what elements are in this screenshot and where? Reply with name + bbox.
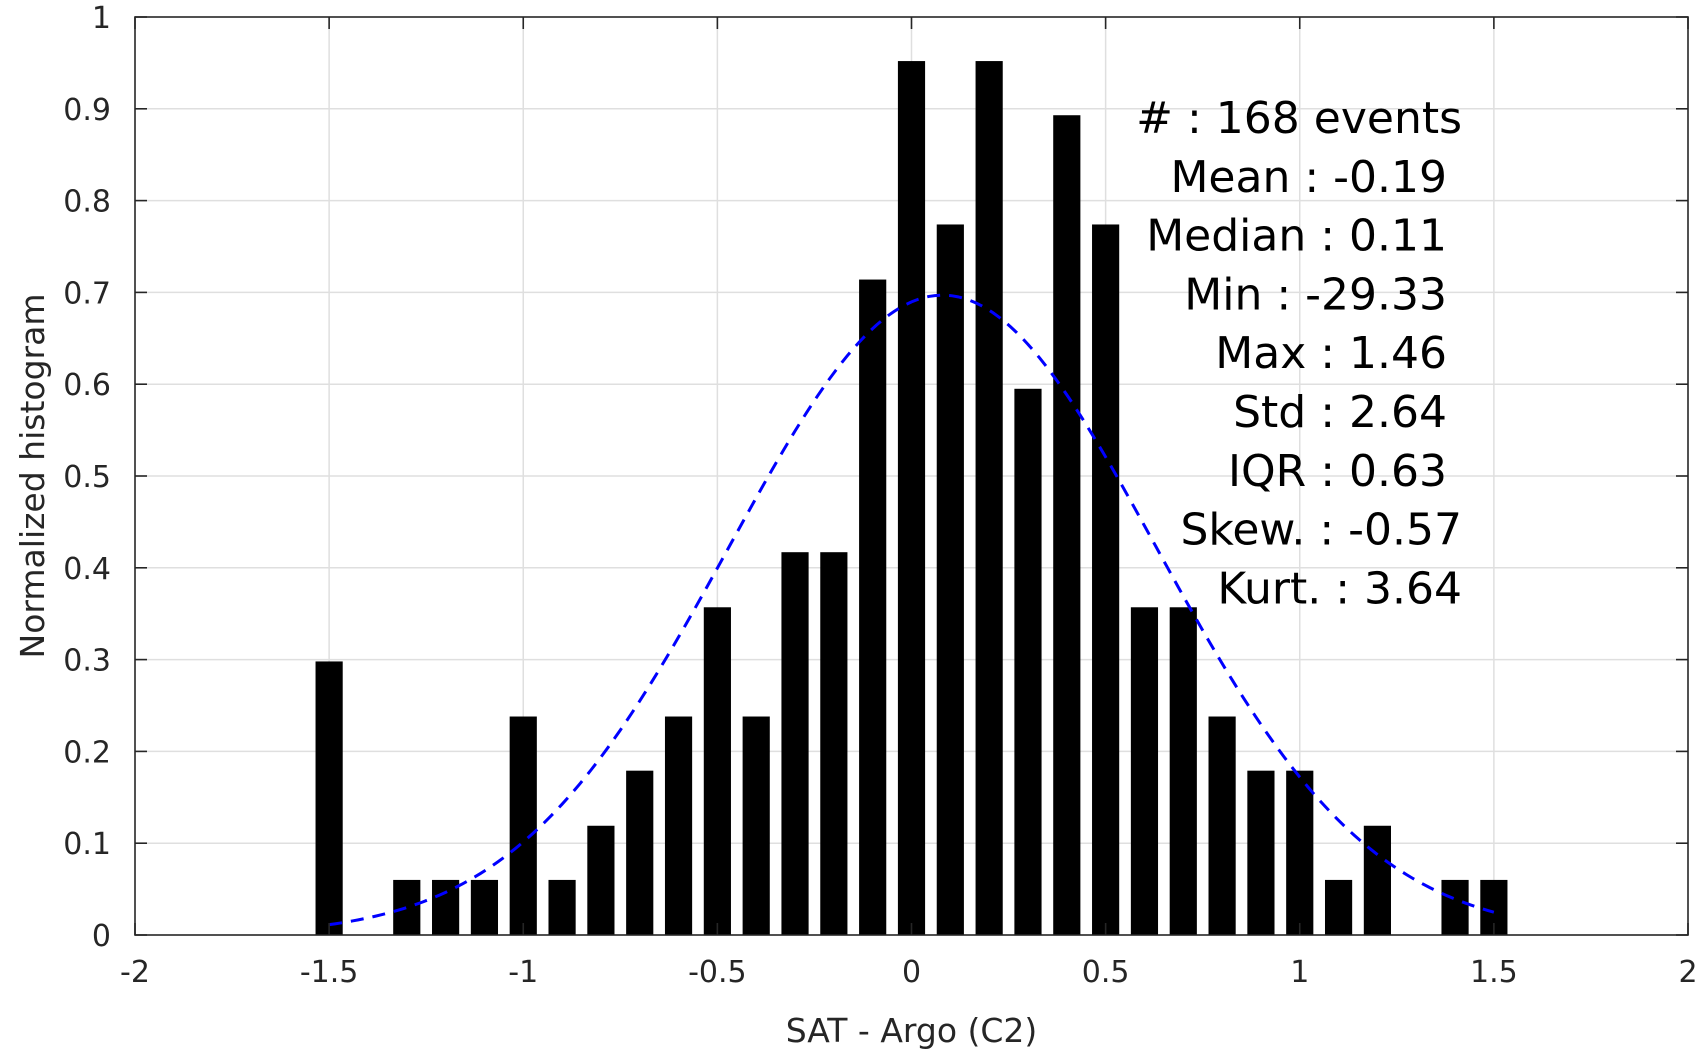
y-tick-label: 0.6 — [63, 368, 111, 403]
histogram-bar — [626, 770, 654, 935]
stat-line: Max : 1.46 — [1215, 328, 1447, 379]
x-tick-label: -1 — [508, 955, 538, 990]
fit-curve-group — [328, 293, 1495, 927]
histogram-bar — [936, 224, 964, 935]
histogram-bar — [897, 61, 926, 935]
y-tick-label: 0.4 — [63, 552, 111, 587]
histogram-bar — [548, 879, 576, 935]
stat-line: Std : 2.64 — [1233, 387, 1447, 438]
histogram-bar — [1324, 879, 1353, 935]
histogram-bar — [859, 279, 887, 936]
histogram-bar — [1441, 879, 1469, 935]
stat-line: IQR : 0.63 — [1228, 446, 1447, 497]
stat-line: Skew. : -0.57 — [1181, 505, 1463, 556]
histogram-bar — [1208, 716, 1236, 935]
histogram-bar — [820, 552, 848, 935]
histogram-bar — [1092, 224, 1120, 935]
histogram-bar — [781, 552, 809, 935]
y-tick-label: 0.7 — [63, 276, 111, 311]
histogram-bar — [393, 879, 421, 935]
tick-labels: -2 -1.5 -1 -0.5 0 0.5 1 1.5 2 0 0.1 0.2 0.3 0.4 0.5 0.6… — [63, 1, 1697, 990]
histogram-bars — [315, 61, 1508, 936]
normal-fit-curve — [328, 293, 1495, 927]
x-tick-label: 1 — [1290, 955, 1309, 990]
histogram-bar — [703, 607, 731, 935]
statistics-annotation: # : 168 events Mean : -0.19 Median : 0.11 M… — [1136, 93, 1462, 614]
x-axis-label: SAT - Argo (C2) — [786, 1011, 1038, 1050]
stat-line: Median : 0.11 — [1146, 211, 1447, 262]
y-tick-label: 0.2 — [63, 735, 111, 770]
histogram-bar — [1130, 607, 1159, 935]
y-tick-label: 1 — [92, 1, 111, 36]
histogram-bar — [1286, 770, 1314, 935]
histogram-bar — [315, 661, 343, 935]
histogram-bar — [664, 716, 693, 935]
y-tick-label: 0.5 — [63, 460, 111, 495]
histogram-bar — [1363, 825, 1391, 935]
histogram-bar — [742, 716, 770, 935]
axes — [134, 16, 1689, 936]
x-tick-label: -1.5 — [300, 955, 359, 990]
histogram-bar — [587, 825, 615, 935]
histogram-bar — [509, 716, 537, 935]
histogram-bar — [1053, 115, 1081, 935]
x-tick-label: 0 — [902, 955, 921, 990]
y-axis-label: Normalized histogram — [13, 294, 52, 659]
x-tick-label: 2 — [1678, 955, 1697, 990]
histogram-bar — [1014, 388, 1042, 935]
x-tick-label: 0.5 — [1082, 955, 1130, 990]
histogram-bar — [1247, 770, 1275, 935]
histogram-bar — [470, 879, 499, 935]
x-tick-label: 1.5 — [1470, 955, 1518, 990]
y-tick-label: 0 — [92, 919, 111, 954]
histogram-bar — [975, 61, 1003, 935]
y-tick-label: 0.8 — [63, 185, 111, 220]
stat-line: Min : -29.33 — [1184, 269, 1447, 320]
y-tick-label: 0.1 — [63, 827, 111, 862]
histogram-bar — [1169, 607, 1197, 935]
y-tick-label: 0.3 — [63, 644, 111, 679]
stat-line: Mean : -0.19 — [1170, 152, 1447, 203]
x-tick-label: -0.5 — [688, 955, 747, 990]
stat-line: # : 168 events — [1136, 93, 1462, 144]
stat-line: Kurt. : 3.64 — [1217, 563, 1462, 614]
histogram-bar — [432, 879, 460, 935]
x-tick-label: -2 — [120, 955, 150, 990]
y-tick-label: 0.9 — [63, 93, 111, 128]
